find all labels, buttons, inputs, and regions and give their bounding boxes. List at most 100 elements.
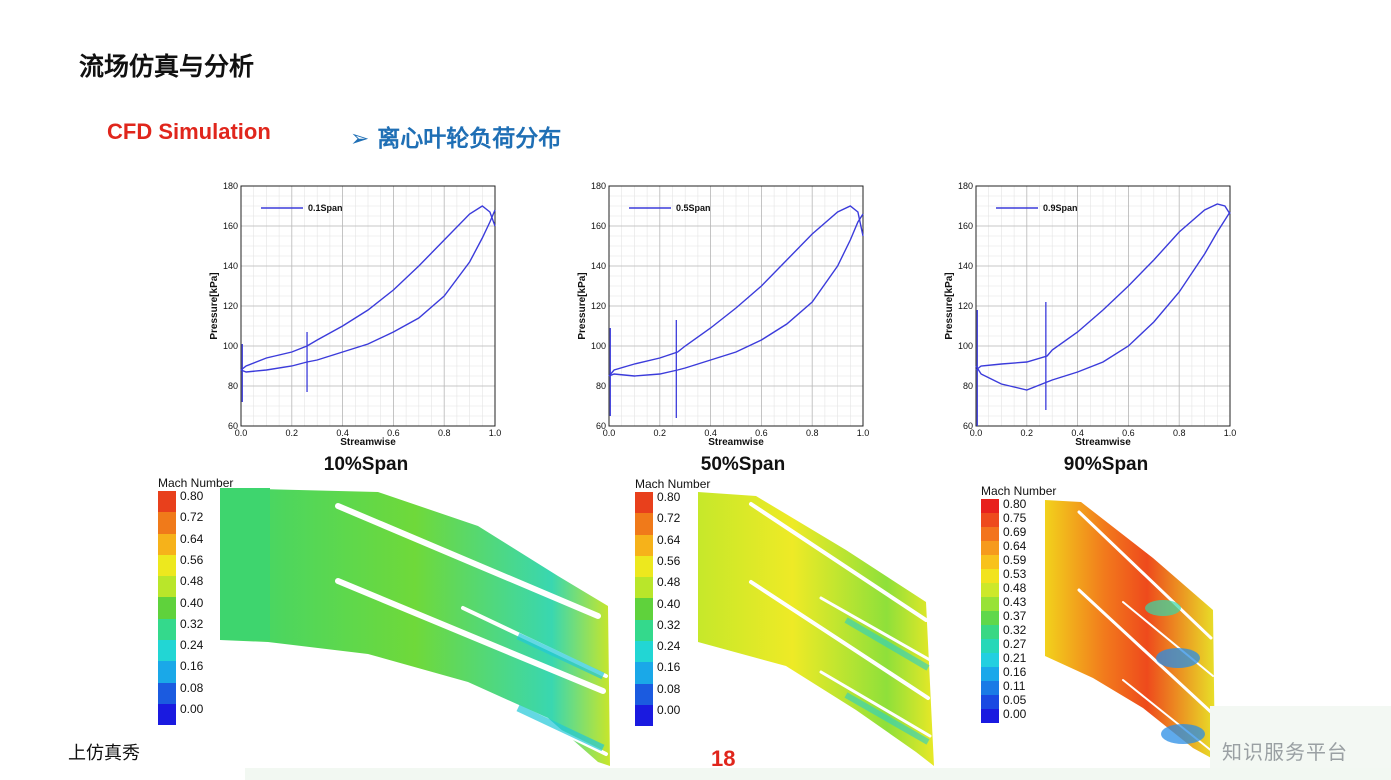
series-line-upper (975, 203, 1231, 371)
section-heading: ➢ 离心叶轮负荷分布 (350, 126, 562, 152)
legend-tick-label: 0.80 (1003, 497, 1027, 511)
page-title: 流场仿真与分析 (79, 52, 255, 81)
legend-tick-label: 0.37 (1003, 609, 1027, 623)
legend-label: 0.1Span (308, 203, 343, 213)
legend-tick-label: 0.32 (180, 616, 204, 631)
legend-swatch (981, 653, 999, 667)
legend-swatch (981, 625, 999, 639)
legend-tick-label: 0.72 (180, 510, 204, 525)
y-tick-label: 60 (596, 421, 606, 431)
y-tick-label: 80 (963, 381, 973, 391)
pressure-chart-svg: 0.0 0.2 0.4 0.6 0.8 1.0 60 80 100 120 140 160 180 Str… (209, 181, 502, 448)
legend-tick-label: 0.16 (1003, 665, 1027, 679)
legend-tick-label: 0.48 (657, 575, 681, 590)
legend-tick-label: 0.48 (1003, 581, 1027, 595)
x-tick-label: 0.6 (387, 428, 400, 438)
y-tick-label: 80 (596, 381, 606, 391)
mach-contour-10-span (220, 488, 610, 766)
legend-swatch (635, 534, 653, 556)
watermark: 知识服务平台 (1222, 740, 1348, 764)
x-tick-label: 0.4 (704, 428, 717, 438)
legend-swatch (158, 576, 176, 598)
pressure-chart-50-span: 0.0 0.2 0.4 0.6 0.8 1.0 60 80 100 120 140 160 180 Str… (573, 178, 873, 452)
plot-frame (608, 185, 864, 427)
x-tick-label: 0.0 (970, 428, 983, 438)
pressure-chart-90-span: 0.0 0.2 0.4 0.6 0.8 1.0 60 80 100 120 140 160 180 Str… (940, 178, 1240, 452)
y-tick-label: 140 (958, 261, 973, 271)
y-tick-label: 180 (591, 181, 606, 191)
x-tick-label: 1.0 (857, 428, 870, 438)
legend-label: 0.9Span (1043, 203, 1078, 213)
series-line-upper (608, 205, 864, 377)
y-tick-label: 140 (591, 261, 606, 271)
y-tick-label: 100 (223, 341, 238, 351)
legend-tick-label: 0.64 (180, 531, 204, 546)
legend-swatch (158, 618, 176, 641)
legend-swatch (158, 512, 176, 534)
legend-swatch (981, 597, 999, 611)
legend-tick-label: 0.56 (180, 552, 204, 567)
legend-tick-label: 0.64 (1003, 539, 1027, 553)
legend-tick-label: 0.32 (657, 617, 681, 632)
footer-band (245, 768, 1391, 780)
y-tick-label: 80 (228, 381, 238, 391)
legend-swatch (635, 704, 653, 727)
x-tick-label: 0.2 (286, 428, 299, 438)
plot-frame (240, 185, 496, 427)
legend-tick-label: 0.24 (180, 638, 204, 653)
x-axis-label: Streamwise (340, 437, 396, 448)
legend-swatch (158, 554, 176, 577)
footer-band (1210, 706, 1391, 780)
mach-contour-90-span (1045, 500, 1215, 760)
legend-tick-label: 0.48 (180, 574, 204, 589)
legend-swatch (981, 513, 999, 527)
legend-swatch (158, 491, 176, 513)
x-tick-label: 0.4 (1071, 428, 1084, 438)
legend-swatch (158, 682, 176, 704)
legend-tick-label: 0.24 (657, 639, 681, 654)
legend-swatch (981, 527, 999, 541)
legend-swatch (635, 641, 653, 663)
legend-tick-label: 0.40 (180, 595, 204, 610)
y-axis-label: Pressure[kPa] (577, 272, 588, 339)
legend-title: Mach Number (158, 476, 234, 490)
x-tick-label: 0.4 (336, 428, 349, 438)
pressure-chart-10-span: 0.0 0.2 0.4 0.6 0.8 1.0 60 80 100 120 140 160 180 Str… (205, 178, 505, 452)
legend-tick-label: 0.00 (657, 703, 681, 717)
x-tick-label: 0.2 (654, 428, 667, 438)
legend-swatch (981, 569, 999, 583)
legend-tick-label: 0.43 (1003, 595, 1027, 609)
legend-swatch (635, 619, 653, 642)
y-tick-label: 180 (958, 181, 973, 191)
legend-swatch (158, 640, 176, 662)
page-number: 18 (711, 746, 736, 771)
x-tick-label: 1.0 (489, 428, 502, 438)
legend-swatch (635, 555, 653, 578)
legend-swatch (635, 662, 653, 684)
pressure-chart-svg: 0.0 0.2 0.4 0.6 0.8 1.0 60 80 100 120 140 160 180 Str… (577, 181, 870, 448)
y-tick-label: 120 (958, 301, 973, 311)
legend-tick-label: 0.08 (180, 680, 204, 695)
y-tick-label: 60 (963, 421, 973, 431)
legend-swatch (981, 695, 999, 709)
legend-label: 0.5Span (676, 203, 711, 213)
y-tick-label: 120 (591, 301, 606, 311)
x-tick-label: 0.8 (438, 428, 451, 438)
legend-tick-label: 0.69 (1003, 525, 1027, 539)
legend-title: Mach Number (635, 477, 711, 491)
pressure-chart-svg: 0.0 0.2 0.4 0.6 0.8 1.0 60 80 100 120 140 160 180 Str… (944, 181, 1236, 448)
legend-swatch (635, 683, 653, 705)
y-tick-label: 160 (958, 221, 973, 231)
legend-swatch (981, 499, 999, 513)
y-tick-label: 180 (223, 181, 238, 191)
legend-swatch (158, 533, 176, 555)
legend-tick-label: 0.27 (1003, 637, 1027, 651)
legend-tick-label: 0.40 (657, 596, 681, 611)
x-axis-label: Streamwise (708, 437, 764, 448)
legend-tick-label: 0.08 (657, 681, 681, 696)
legend-tick-label: 0.75 (1003, 511, 1027, 525)
y-axis-label: Pressure[kPa] (944, 272, 955, 339)
legend-tick-label: 0.00 (180, 702, 204, 716)
legend-swatch (981, 639, 999, 653)
series-line-upper (240, 205, 496, 371)
